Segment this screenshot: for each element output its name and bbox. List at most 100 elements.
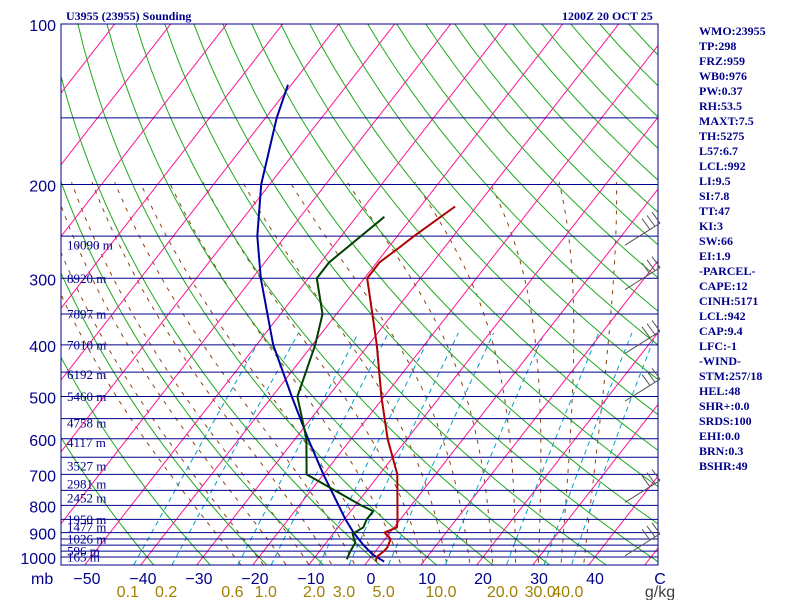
pressure-tick-label: 700 (29, 468, 56, 485)
height-label: 8920 m (67, 271, 106, 286)
pressure-tick-label: 300 (29, 272, 56, 289)
height-label: 1026 m (67, 532, 106, 547)
wind-barb-staff (624, 378, 661, 402)
mixing-ratio-label: 0.2 (155, 584, 177, 600)
dry-adiabat-line (106, 24, 494, 565)
dewpoint-trace (296, 216, 386, 560)
wind-barb-flag (651, 367, 661, 380)
wind-barb-staff (624, 533, 661, 557)
pressure-axis-label: mb (31, 571, 53, 588)
moist-adiabat-line (414, 181, 516, 565)
stat-item: MAXT:7.5 (699, 114, 754, 128)
moist-adiabat-line (289, 181, 471, 565)
moist-adiabat-line (139, 181, 379, 565)
temperature-tick-label: −20 (241, 571, 268, 588)
stat-item: SI:7.8 (699, 189, 730, 203)
stat-item: SRDS:100 (699, 414, 752, 428)
moist-adiabat-line (91, 181, 333, 565)
wind-barb-flag (651, 211, 661, 224)
wind-barb-staff (624, 330, 661, 354)
dry-adiabat-line (396, 24, 658, 312)
wind-barb-staff (624, 222, 661, 246)
wind-barbs (624, 211, 661, 557)
isotherm-line (196, 24, 620, 565)
height-label: 1477 m (67, 519, 106, 534)
mixing-ratio-line (543, 332, 633, 565)
wind-barb-flag (646, 371, 656, 383)
wind-barb-flag (646, 472, 656, 484)
stat-item: STM:257/18 (699, 369, 763, 383)
plot-frame (60, 23, 659, 566)
wind-barb-flag (646, 215, 656, 227)
wind-barb (624, 256, 661, 291)
temperature-tick-label: 20 (474, 571, 492, 588)
isotherm-line (61, 24, 172, 166)
wind-barb-staff (624, 267, 661, 291)
wind-barb-flag (641, 374, 651, 386)
dry-adiabat-line (222, 24, 658, 525)
stat-item: LI:9.5 (699, 174, 731, 188)
isotherm-line (532, 403, 658, 565)
stat-item: KI:3 (699, 219, 723, 233)
stat-item: EHI:0.0 (699, 429, 741, 443)
temperature-tick-label: −40 (129, 571, 156, 588)
dry-adiabat-line (61, 180, 325, 565)
wind-barb-flag (641, 218, 651, 230)
height-label: 3527 m (67, 459, 106, 474)
moist-adiabat-line (202, 181, 425, 565)
height-label: 10090 m (67, 238, 113, 253)
stat-item: FRZ:959 (699, 54, 745, 68)
dry-adiabat-line (61, 356, 211, 565)
stat-item: SW:66 (699, 234, 734, 248)
wind-barb-flag (641, 326, 651, 339)
isotherm-line (61, 24, 228, 238)
wind-barb-flag (651, 256, 661, 268)
isotherm-line (140, 24, 564, 565)
mixing-ratio-line (505, 332, 600, 565)
mixing-ratio-label: 0.6 (221, 584, 243, 600)
moist-adiabat-line (168, 181, 402, 565)
temperature-tick-label: −10 (297, 571, 324, 588)
mixing-ratio-line (318, 332, 433, 565)
pressure-tick-label: 600 (29, 433, 56, 450)
dry-adiabat-line (61, 74, 381, 565)
height-label: 7897 m (67, 307, 106, 322)
dry-adiabat-line (61, 271, 268, 565)
mixing-ratio-label: 5.0 (372, 584, 394, 600)
sounding-profiles (256, 84, 456, 563)
height-label: 2981 m (67, 477, 106, 492)
isotherm-line (0, 12, 68, 573)
moist-adiabats (61, 181, 618, 565)
isotherm-line (252, 44, 658, 565)
wind-barb (624, 469, 661, 503)
isotherm-line (61, 24, 452, 525)
isotherm-line (476, 331, 658, 565)
mixing-ratio-line (270, 332, 389, 565)
wind-barb-flag (651, 320, 661, 332)
wind-barb-flag (646, 323, 656, 335)
pressure-tick-label: 500 (29, 391, 56, 408)
isotherm-line (420, 260, 658, 565)
wind-barb (624, 211, 661, 246)
stat-item: TP:298 (699, 39, 737, 53)
mixing-ratio-line (133, 332, 265, 565)
mixing-ratio-line (570, 332, 657, 565)
wind-barb-flag (651, 522, 661, 535)
mixing-ratio-line (387, 332, 495, 565)
isotherm-line (61, 24, 396, 453)
stat-item: BRN:0.3 (699, 444, 744, 458)
stat-item: WB0:976 (699, 69, 747, 83)
pressure-tick-label: 400 (29, 339, 56, 356)
dry-adiabat-line (164, 24, 608, 565)
moist-adiabat-line (346, 181, 494, 565)
temperature-trace (366, 205, 456, 562)
isotherms (0, 12, 658, 573)
isobars (61, 117, 658, 558)
pressure-tick-label: 800 (29, 499, 56, 516)
isotherm-line (61, 24, 340, 381)
stat-item: LFC:-1 (699, 339, 737, 353)
height-label: 4758 m (67, 415, 106, 430)
stat-item: TH:5275 (699, 129, 745, 143)
mixing-ratio-label: 40.0 (552, 584, 583, 600)
